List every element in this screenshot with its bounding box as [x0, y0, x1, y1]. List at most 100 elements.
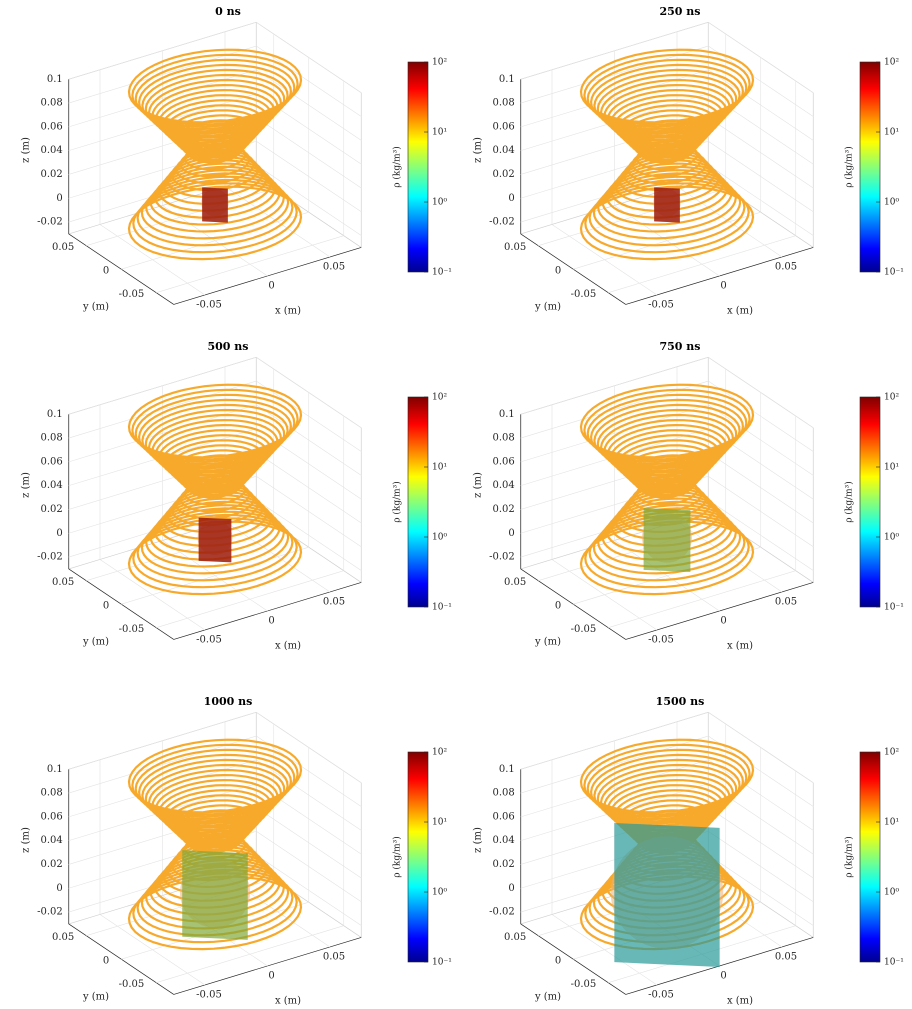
colorbar-tick-label: 10⁻¹	[432, 268, 452, 278]
colorbar-tick-label: 10⁰	[432, 198, 447, 208]
x-tick-label: 0	[268, 615, 274, 626]
z-tick-label: 0	[508, 528, 514, 539]
colorbar-label: ρ (kg/m³)	[844, 836, 855, 878]
z-tick-label: 0.08	[40, 788, 62, 799]
x-tick-label: 0	[720, 970, 726, 981]
x-tick-label: 0.05	[775, 951, 797, 962]
z-tick-label: 0.08	[492, 788, 514, 799]
x-tick-label: 0	[268, 970, 274, 981]
panel-title: 750 ns	[660, 340, 701, 353]
y-axis-label: y (m)	[82, 637, 109, 648]
density-slice	[654, 187, 680, 222]
z-tick-label: 0.04	[40, 480, 62, 491]
z-tick-label: -0.02	[489, 552, 515, 563]
z-axis-label: z (m)	[21, 472, 32, 498]
colorbar-tick-label: 10²	[884, 393, 899, 403]
y-tick-label: 0.05	[504, 242, 526, 253]
z-tick-label: 0	[56, 193, 62, 204]
density-slice	[614, 823, 719, 967]
colorbar-tick-label: 10²	[432, 58, 447, 68]
colorbar-tick-label: 10¹	[884, 463, 899, 473]
z-axis-label: z (m)	[473, 472, 484, 498]
z-axis-label: z (m)	[473, 827, 484, 853]
z-tick-label: 0.04	[492, 835, 514, 846]
x-tick-label: 0.05	[323, 596, 345, 607]
x-axis-label: x (m)	[727, 996, 753, 1007]
y-tick-label: 0.05	[52, 577, 74, 588]
y-tick-label: -0.05	[119, 979, 145, 990]
x-tick-label: -0.05	[196, 989, 222, 1000]
x-axis-label: x (m)	[275, 996, 301, 1007]
y-tick-label: -0.05	[119, 624, 145, 635]
colorbar-tick-label: 10⁻¹	[884, 603, 904, 613]
y-tick-label: -0.05	[119, 289, 145, 300]
panel-title: 250 ns	[660, 5, 701, 18]
x-axis-label: x (m)	[275, 306, 301, 317]
x-axis-label: x (m)	[275, 641, 301, 652]
colorbar-tick-label: 10⁰	[884, 198, 899, 208]
colorbar	[860, 397, 880, 607]
y-tick-label: 0.05	[504, 932, 526, 943]
y-tick-label: 0.05	[52, 932, 74, 943]
z-tick-label: 0.02	[492, 169, 514, 180]
z-tick-label: -0.02	[37, 552, 63, 563]
colorbar-label: ρ (kg/m³)	[392, 146, 403, 188]
colorbar	[408, 752, 428, 962]
z-tick-label: 0.08	[40, 98, 62, 109]
z-tick-label: 0.1	[47, 764, 63, 775]
y-axis-label: y (m)	[82, 302, 109, 313]
coil	[581, 50, 753, 259]
x-tick-label: -0.05	[648, 989, 674, 1000]
panel-title: 500 ns	[208, 340, 249, 353]
z-tick-label: 0.04	[40, 145, 62, 156]
colorbar-tick-label: 10¹	[884, 818, 899, 828]
y-tick-label: 0.05	[504, 577, 526, 588]
z-tick-label: 0.04	[492, 480, 514, 491]
y-axis-label: y (m)	[82, 992, 109, 1003]
z-tick-label: 0.02	[40, 504, 62, 515]
colorbar	[408, 397, 428, 607]
z-tick-label: 0.02	[492, 504, 514, 515]
y-axis-label: y (m)	[534, 992, 561, 1003]
z-tick-label: 0.06	[40, 456, 62, 467]
colorbar-tick-label: 10¹	[432, 818, 447, 828]
colorbar	[860, 752, 880, 962]
x-tick-label: 0.05	[775, 261, 797, 272]
page: -0.02 0 0.02 0.04 0.06 0.08 0.1 -0.05 0 0.05 -0.05…	[0, 0, 912, 1009]
z-tick-label: 0.06	[492, 121, 514, 132]
y-tick-label: 0	[555, 266, 561, 277]
z-tick-label: 0.1	[499, 764, 515, 775]
z-tick-label: 0	[56, 883, 62, 894]
z-tick-label: 0.1	[499, 74, 515, 85]
z-tick-label: 0.08	[492, 98, 514, 109]
x-tick-label: 0.05	[775, 596, 797, 607]
z-axis-label: z (m)	[21, 827, 32, 853]
z-axis-label: z (m)	[473, 137, 484, 163]
y-tick-label: -0.05	[571, 979, 597, 990]
density-slice	[644, 508, 691, 572]
colorbar-tick-label: 10¹	[884, 128, 899, 138]
x-tick-label: 0.05	[323, 951, 345, 962]
x-tick-label: -0.05	[648, 299, 674, 310]
z-tick-label: 0.04	[40, 835, 62, 846]
y-tick-label: 0	[555, 601, 561, 612]
colorbar-tick-label: 10¹	[432, 463, 447, 473]
figure: -0.02 0 0.02 0.04 0.06 0.08 0.1 -0.05 0 0.05 -0.05…	[0, 0, 912, 1009]
colorbar	[408, 62, 428, 272]
y-tick-label: 0	[555, 956, 561, 967]
z-tick-label: 0.02	[40, 859, 62, 870]
colorbar-tick-label: 10²	[432, 393, 447, 403]
panel-title: 1500 ns	[656, 695, 705, 708]
density-slice	[199, 518, 232, 563]
y-tick-label: -0.05	[571, 624, 597, 635]
colorbar-label: ρ (kg/m³)	[392, 836, 403, 878]
z-tick-label: -0.02	[37, 907, 63, 918]
colorbar-label: ρ (kg/m³)	[844, 481, 855, 523]
z-tick-label: 0.06	[492, 811, 514, 822]
z-tick-label: 0.08	[492, 433, 514, 444]
x-tick-label: -0.05	[196, 299, 222, 310]
z-axis-label: z (m)	[21, 137, 32, 163]
colorbar-tick-label: 10⁰	[884, 888, 899, 898]
y-tick-label: 0	[103, 601, 109, 612]
colorbar-tick-label: 10⁰	[432, 888, 447, 898]
